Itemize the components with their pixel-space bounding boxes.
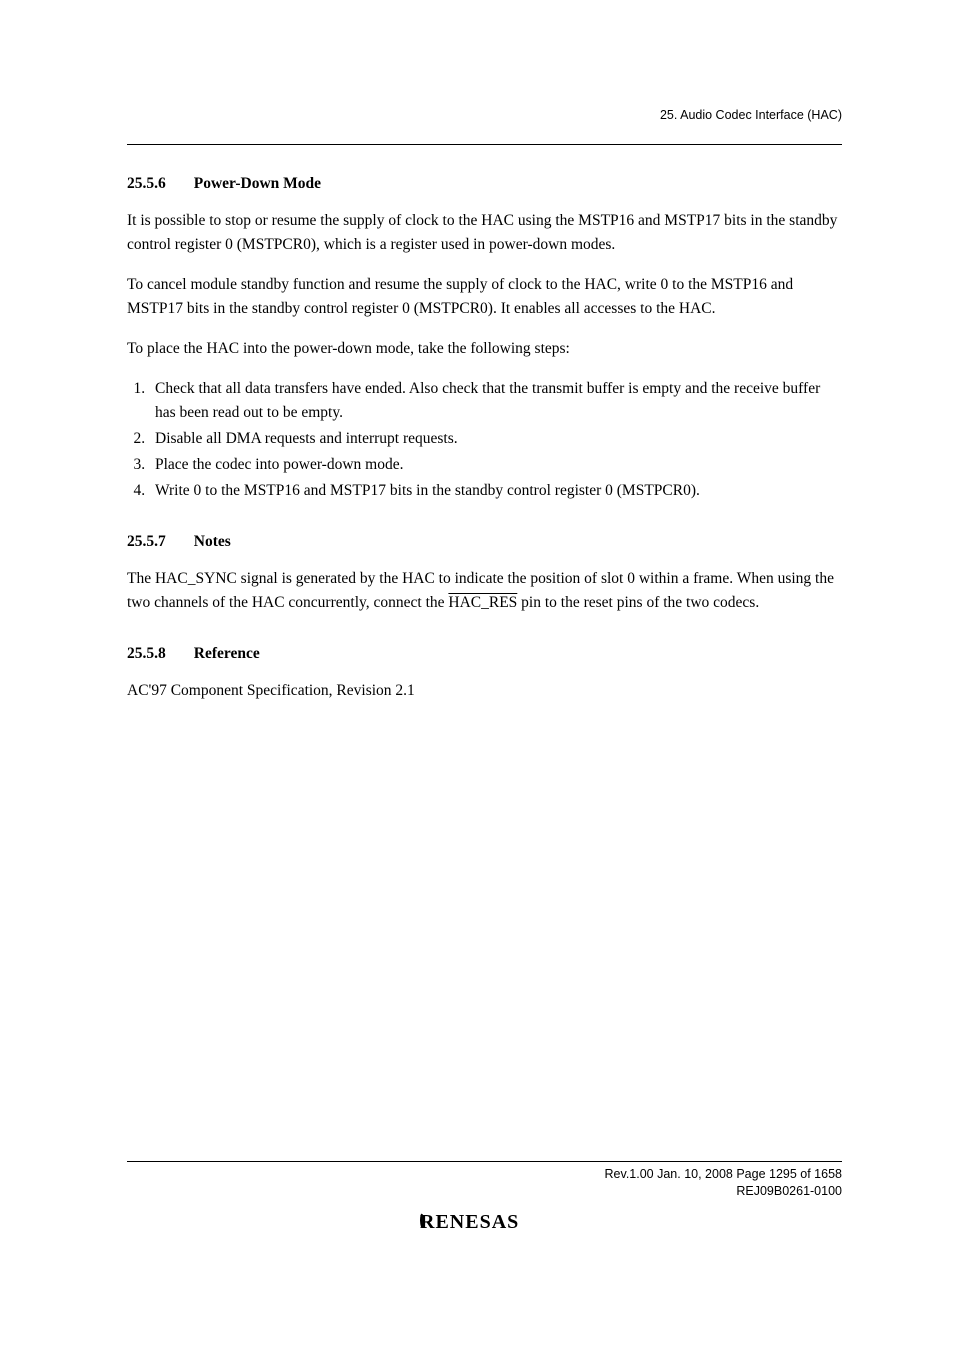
- paragraph: To place the HAC into the power-down mod…: [127, 337, 842, 361]
- paragraph: It is possible to stop or resume the sup…: [127, 209, 842, 257]
- header-rule: [127, 144, 842, 145]
- step-item: Place the codec into power-down mode.: [149, 453, 842, 477]
- footer-rule: [127, 1161, 842, 1162]
- text-run: pin to the reset pins of the two codecs.: [517, 594, 759, 611]
- renesas-logo: RENESAS: [127, 1210, 842, 1240]
- paragraph: The HAC_SYNC signal is generated by the …: [127, 567, 842, 615]
- footer-docid: REJ09B0261-0100: [127, 1183, 842, 1200]
- section-heading-reference: 25.5.8 Reference: [127, 645, 842, 663]
- renesas-logo-icon: RENESAS: [420, 1210, 550, 1234]
- section-title: Power-Down Mode: [194, 175, 321, 192]
- svg-text:RENESAS: RENESAS: [420, 1211, 519, 1233]
- step-item: Disable all DMA requests and interrupt r…: [149, 427, 842, 451]
- section-number: 25.5.7: [127, 533, 166, 551]
- paragraph: To cancel module standby function and re…: [127, 273, 842, 321]
- section-heading-power-down: 25.5.6 Power-Down Mode: [127, 175, 842, 193]
- step-item: Write 0 to the MSTP16 and MSTP17 bits in…: [149, 479, 842, 503]
- page-footer: Rev.1.00 Jan. 10, 2008 Page 1295 of 1658…: [127, 1161, 842, 1240]
- section-number: 25.5.8: [127, 645, 166, 663]
- header-chapter: 25. Audio Codec Interface (HAC): [127, 108, 842, 122]
- section-title: Reference: [194, 645, 260, 662]
- signal-name-overline: HAC_RES: [448, 594, 517, 611]
- section-number: 25.5.6: [127, 175, 166, 193]
- paragraph: AC'97 Component Specification, Revision …: [127, 679, 842, 703]
- footer-revision: Rev.1.00 Jan. 10, 2008 Page 1295 of 1658: [127, 1166, 842, 1183]
- ordered-steps: Check that all data transfers have ended…: [127, 377, 842, 503]
- step-item: Check that all data transfers have ended…: [149, 377, 842, 425]
- page-header: 25. Audio Codec Interface (HAC): [127, 108, 842, 145]
- section-title: Notes: [194, 533, 231, 550]
- section-heading-notes: 25.5.7 Notes: [127, 533, 842, 551]
